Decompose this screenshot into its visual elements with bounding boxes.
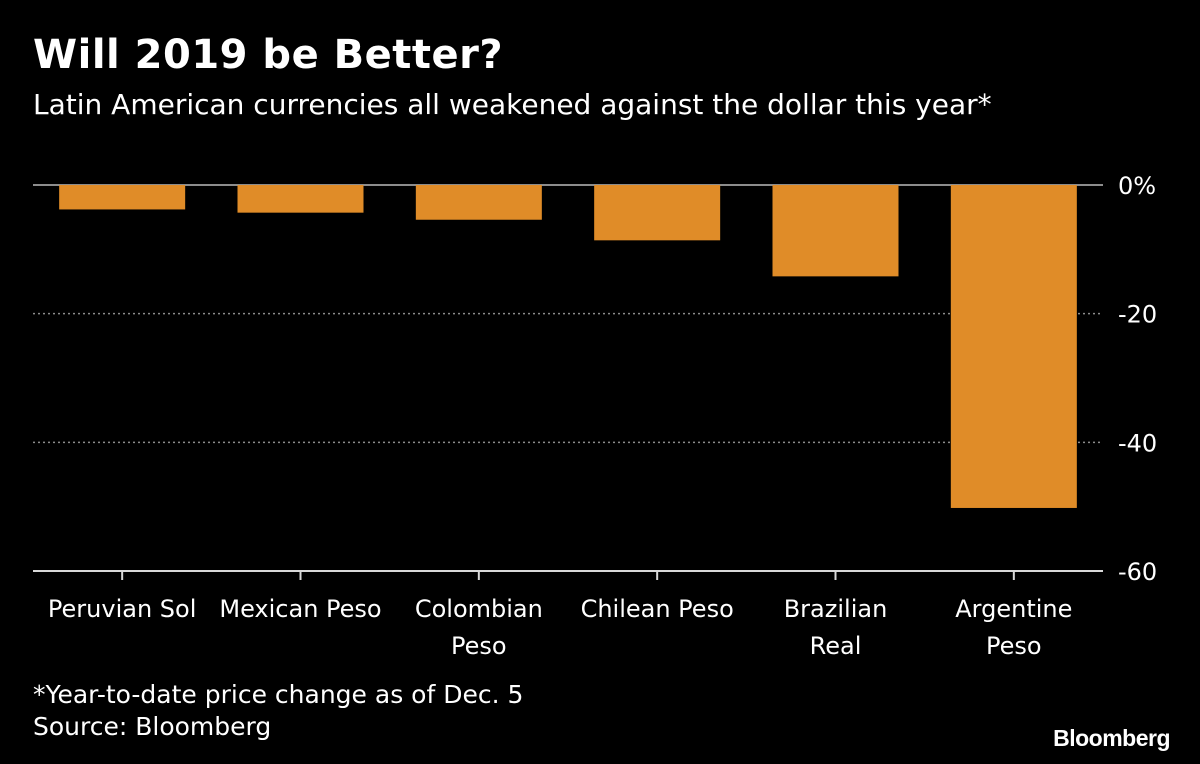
x-tick-label: Peso bbox=[451, 632, 507, 660]
x-tick-label: Peso bbox=[986, 632, 1042, 660]
bar bbox=[415, 185, 542, 220]
bar bbox=[237, 185, 364, 213]
x-tick-label: Real bbox=[810, 632, 862, 660]
y-tick-label: -60 bbox=[1118, 558, 1157, 586]
x-tick-label: Mexican Peso bbox=[219, 595, 381, 623]
bar bbox=[59, 185, 186, 210]
bar bbox=[772, 185, 899, 277]
x-tick-label: Peruvian Sol bbox=[48, 595, 196, 623]
y-tick-label: 0% bbox=[1118, 172, 1156, 200]
x-tick-label: Chilean Peso bbox=[581, 595, 734, 623]
x-tick-label: Brazilian bbox=[784, 595, 888, 623]
bar bbox=[950, 185, 1077, 508]
y-tick-label: -20 bbox=[1118, 301, 1157, 329]
source-note: Source: Bloomberg bbox=[33, 712, 272, 741]
chart-title: Will 2019 be Better? bbox=[33, 32, 504, 78]
bar bbox=[594, 185, 721, 241]
footnote: *Year-to-date price change as of Dec. 5 bbox=[33, 680, 524, 709]
chart-subtitle: Latin American currencies all weakened a… bbox=[33, 88, 992, 121]
x-tick-label: Argentine bbox=[955, 595, 1072, 623]
x-tick-label: Colombian bbox=[415, 595, 543, 623]
bloomberg-logo: Bloomberg bbox=[1053, 725, 1170, 751]
y-tick-label: -40 bbox=[1118, 429, 1157, 457]
